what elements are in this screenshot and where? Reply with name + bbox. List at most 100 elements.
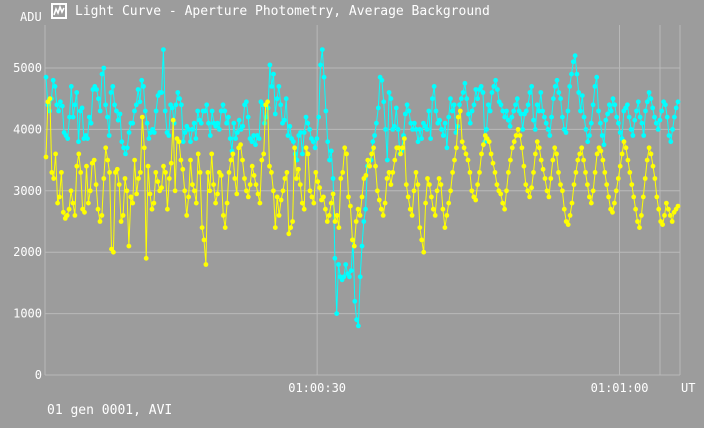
series-background-point[interactable] — [531, 170, 536, 175]
series-background-point[interactable] — [170, 117, 176, 123]
series-signal-point[interactable] — [446, 114, 452, 120]
series-signal-point[interactable] — [86, 114, 92, 120]
series-background-point[interactable] — [147, 191, 153, 197]
series-background-point[interactable] — [226, 170, 232, 175]
series-background-point[interactable] — [434, 188, 440, 194]
series-background-point[interactable] — [324, 219, 330, 224]
series-background-point[interactable] — [635, 219, 640, 224]
series-background-point[interactable] — [536, 145, 542, 151]
series-background-point[interactable] — [139, 114, 145, 120]
series-background-point[interactable] — [365, 157, 371, 163]
series-background-point[interactable] — [560, 188, 565, 194]
series-signal-point[interactable] — [216, 126, 222, 132]
series-background-point[interactable] — [136, 176, 141, 181]
series-background-point[interactable] — [534, 139, 540, 145]
series-background-point[interactable] — [498, 191, 504, 197]
series-background-point[interactable] — [267, 163, 272, 169]
series-signal-point[interactable] — [310, 139, 316, 145]
series-background-point[interactable] — [271, 188, 276, 194]
series-signal-point[interactable] — [558, 96, 563, 102]
series-signal-point[interactable] — [628, 126, 634, 132]
series-signal-point[interactable] — [141, 84, 146, 89]
series-background-point[interactable] — [392, 157, 398, 163]
series-signal-point[interactable] — [644, 99, 650, 105]
series-signal-point[interactable] — [585, 139, 591, 145]
series-background-point[interactable] — [504, 188, 509, 194]
series-signal-point[interactable] — [142, 108, 148, 114]
series-signal-point[interactable] — [480, 90, 486, 95]
light-curve-app-icon[interactable] — [51, 3, 67, 19]
series-background-point[interactable] — [338, 176, 344, 181]
series-background-point[interactable] — [600, 157, 606, 163]
series-background-point[interactable] — [192, 188, 197, 194]
series-background-point[interactable] — [373, 163, 378, 169]
series-signal-point[interactable] — [487, 108, 493, 114]
series-signal-point[interactable] — [166, 133, 172, 138]
series-signal-point[interactable] — [318, 62, 323, 68]
series-background-point[interactable] — [542, 176, 548, 181]
series-background-point[interactable] — [166, 176, 172, 181]
series-signal-point[interactable] — [565, 108, 571, 114]
series-signal-point[interactable] — [457, 102, 462, 108]
series-signal-point[interactable] — [348, 268, 354, 273]
series-background-point[interactable] — [126, 243, 132, 249]
series-background-point[interactable] — [288, 225, 294, 231]
series-signal-point[interactable] — [198, 120, 204, 126]
series-background-point[interactable] — [132, 157, 138, 163]
series-background-point[interactable] — [330, 191, 336, 197]
series-background-point[interactable] — [190, 182, 195, 188]
series-signal-point[interactable] — [372, 133, 377, 138]
series-background-point[interactable] — [111, 249, 116, 255]
series-signal-point[interactable] — [269, 84, 275, 89]
series-background-point[interactable] — [615, 176, 621, 181]
series-signal-point[interactable] — [56, 108, 61, 114]
series-signal-point[interactable] — [588, 120, 594, 126]
series-signal-point[interactable] — [478, 84, 484, 89]
series-signal-point[interactable] — [534, 102, 540, 108]
series-background-point[interactable] — [461, 145, 467, 151]
series-signal-point[interactable] — [402, 111, 408, 117]
series-background-point[interactable] — [228, 157, 234, 163]
series-signal-point[interactable] — [359, 243, 365, 249]
series-signal-point[interactable] — [635, 99, 641, 105]
series-background-point[interactable] — [577, 151, 583, 157]
series-signal-point[interactable] — [115, 117, 121, 123]
series-signal-point[interactable] — [659, 108, 665, 114]
series-background-point[interactable] — [639, 213, 644, 218]
series-signal-point[interactable] — [547, 133, 553, 138]
series-background-point[interactable] — [163, 170, 168, 175]
series-background-point[interactable] — [161, 163, 166, 169]
series-background-point[interactable] — [220, 213, 226, 218]
series-signal-point[interactable] — [419, 136, 424, 142]
series-signal-point[interactable] — [652, 114, 657, 120]
series-signal-point[interactable] — [601, 142, 607, 148]
series-background-point[interactable] — [594, 151, 600, 157]
series-background-point[interactable] — [502, 206, 507, 212]
series-signal-point[interactable] — [655, 126, 661, 132]
series-signal-point[interactable] — [653, 120, 659, 126]
series-signal-point[interactable] — [381, 99, 387, 105]
series-background-point[interactable] — [465, 157, 471, 163]
series-background-point[interactable] — [292, 145, 297, 151]
series-signal-point[interactable] — [106, 133, 112, 138]
series-background-point[interactable] — [274, 194, 280, 200]
series-background-point[interactable] — [407, 206, 413, 212]
series-background-point[interactable] — [165, 206, 170, 212]
series-background-point[interactable] — [303, 145, 309, 151]
series-background-point[interactable] — [527, 194, 532, 200]
series-background-point[interactable] — [552, 145, 558, 151]
series-background-point[interactable] — [284, 170, 290, 175]
series-signal-point[interactable] — [462, 80, 468, 86]
series-signal-point[interactable] — [471, 102, 477, 108]
series-background-point[interactable] — [486, 139, 492, 145]
series-background-point[interactable] — [97, 219, 103, 224]
series-background-point[interactable] — [625, 157, 631, 163]
series-background-point[interactable] — [78, 170, 84, 175]
series-background-point[interactable] — [118, 219, 124, 224]
series-background-point[interactable] — [309, 194, 315, 200]
series-signal-point[interactable] — [139, 77, 145, 83]
series-background-point[interactable] — [159, 185, 165, 191]
series-background-point[interactable] — [523, 182, 529, 188]
series-background-point[interactable] — [350, 237, 355, 243]
series-background-point[interactable] — [569, 200, 575, 206]
